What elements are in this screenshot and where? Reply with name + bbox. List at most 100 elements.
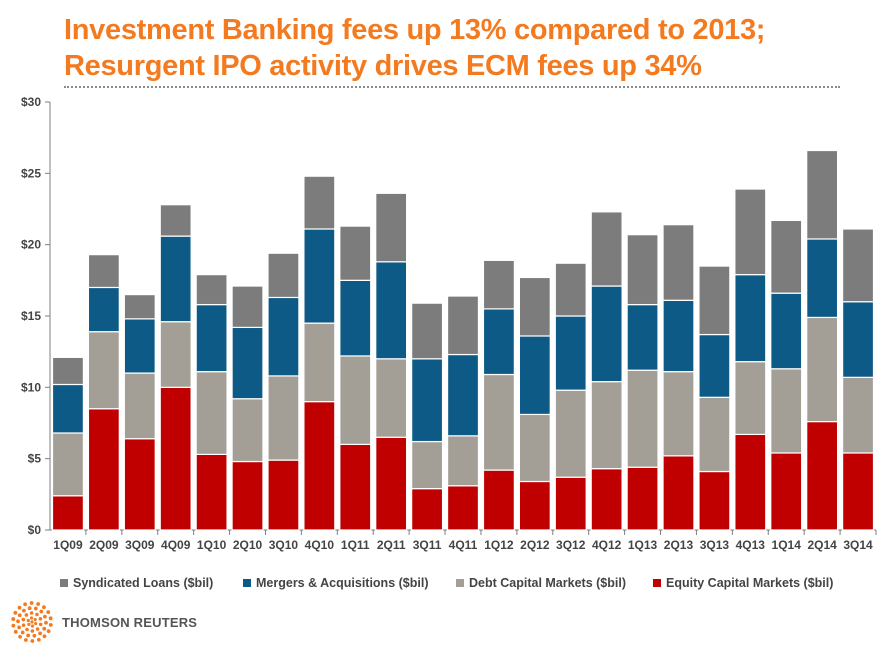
bar-segment	[375, 261, 408, 360]
bar-segment	[554, 262, 587, 317]
bar-segment	[841, 228, 875, 303]
y-tick-label: $25	[21, 166, 41, 180]
x-tick-label: 4Q10	[305, 538, 335, 552]
bar-segment	[482, 373, 515, 471]
bar-segment	[482, 259, 515, 310]
bar-segment	[339, 279, 372, 357]
bar-segment	[482, 469, 515, 531]
y-tick-label: $0	[28, 523, 42, 537]
x-tick-label: 3Q12	[556, 538, 586, 552]
bar-segment	[806, 149, 839, 240]
x-tick-label: 2Q11	[377, 538, 406, 552]
bar-segment	[159, 321, 192, 388]
x-tick-label: 3Q10	[269, 538, 299, 552]
bar-segment	[339, 355, 372, 446]
bar-segment	[590, 381, 623, 470]
bar-segment	[518, 335, 551, 416]
bar-segment	[51, 356, 84, 386]
bar-segment	[734, 433, 767, 531]
bar-segment	[446, 435, 480, 487]
bar-segment	[411, 302, 444, 360]
x-tick-label: 1Q12	[484, 538, 514, 552]
bar-segment	[770, 292, 803, 370]
bar-segment	[303, 175, 336, 230]
bar-segment	[662, 455, 695, 531]
bar-segment	[231, 398, 264, 463]
bar-segment	[339, 443, 372, 531]
title-line-2: Resurgent IPO activity drives ECM fees u…	[64, 50, 702, 82]
x-tick-label: 3Q09	[125, 538, 155, 552]
bar-segment	[231, 285, 264, 329]
bar-segment	[698, 265, 731, 336]
stacked-bar-chart: $0 $5 $10 $15 $20 $25 $30 1Q09 2Q09 3Q09 4Q09 1Q10 2…	[21, 95, 877, 590]
bar-segment	[518, 276, 551, 337]
legend-label: Equity Capital Markets ($bil)	[666, 576, 833, 590]
bar-segment	[339, 225, 372, 281]
bar-segment	[518, 413, 551, 483]
legend-swatch	[60, 579, 68, 587]
bar-segment	[770, 452, 803, 531]
bar-segment	[554, 476, 587, 531]
bar-segment	[51, 432, 84, 497]
x-tick-label: 2Q14	[807, 538, 837, 552]
y-tick-label: $10	[21, 380, 41, 394]
bar-segment	[51, 383, 84, 434]
x-tick-label: 3Q14	[843, 538, 873, 552]
x-tick-label: 2Q13	[664, 538, 694, 552]
bar-segment	[841, 376, 875, 454]
bar-segment	[518, 480, 551, 531]
bar-segment	[375, 358, 408, 438]
bar-segment	[662, 371, 695, 457]
bar-segment	[806, 420, 839, 531]
x-tick-label: 2Q10	[233, 538, 263, 552]
legend-swatch	[653, 579, 661, 587]
bar-segment	[51, 495, 84, 531]
bar-segment	[698, 333, 731, 398]
bar-segment	[626, 369, 659, 468]
bar-segment	[267, 252, 300, 299]
bar-segment	[375, 436, 408, 531]
bar-segment	[411, 440, 444, 490]
bar-segment	[231, 460, 264, 531]
bar-segment	[123, 438, 156, 531]
x-tick-label: 3Q11	[413, 538, 442, 552]
y-tick-label: $30	[21, 95, 41, 109]
bar-segment	[554, 315, 587, 391]
bar-segment	[195, 453, 228, 531]
x-tick-label: 4Q11	[449, 538, 478, 552]
bar-segment	[734, 361, 767, 436]
x-tick-label: 1Q14	[772, 538, 802, 552]
bar-segment	[159, 386, 192, 531]
legend-label: Mergers & Acquisitions ($bil)	[256, 576, 428, 590]
bar-segment	[195, 303, 228, 373]
bar-segment	[734, 274, 767, 363]
title-divider	[64, 86, 840, 88]
bar-segment	[446, 485, 480, 531]
bar-segment	[411, 358, 444, 443]
bar-segment	[590, 285, 623, 383]
legend-swatch	[456, 579, 464, 587]
bar-segment	[446, 353, 480, 437]
brand-name: THOMSON REUTERS	[62, 615, 198, 630]
bar-segment	[87, 254, 120, 289]
bar-segment	[698, 470, 731, 531]
bar-segment	[231, 326, 264, 400]
bar-segment	[267, 459, 300, 531]
bar-segment	[123, 294, 156, 320]
bar-segment	[411, 488, 444, 531]
bar-segment	[698, 396, 731, 473]
bar-segment	[303, 401, 336, 531]
x-tick-label: 2Q09	[89, 538, 119, 552]
bar-segment	[267, 375, 300, 461]
bar-segment	[662, 299, 695, 373]
bar-segment	[195, 274, 228, 306]
x-tick-label: 4Q13	[736, 538, 766, 552]
bar-segment	[87, 286, 120, 333]
bar-segment	[770, 368, 803, 454]
legend-swatch	[243, 579, 251, 587]
bar-segment	[626, 466, 659, 531]
bar-segment	[267, 296, 300, 377]
x-tick-label: 4Q09	[161, 538, 191, 552]
x-tick-label: 3Q13	[700, 538, 730, 552]
y-tick-label: $5	[28, 452, 42, 466]
